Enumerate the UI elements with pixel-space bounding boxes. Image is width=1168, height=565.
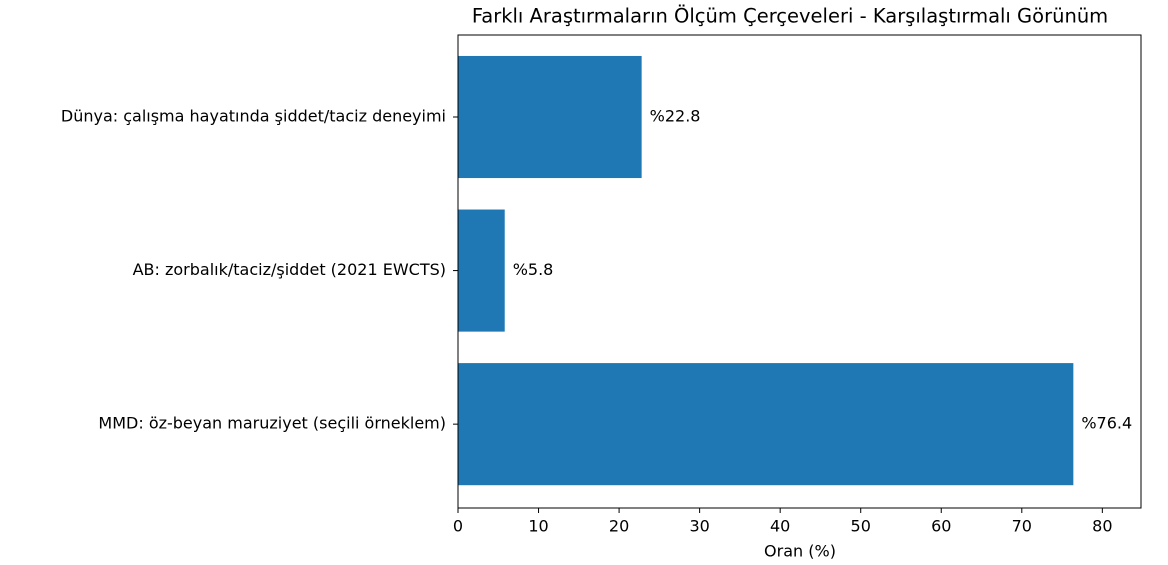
x-tick-label: 40 — [770, 517, 790, 536]
x-tick-label: 60 — [931, 517, 951, 536]
value-label: %5.8 — [513, 260, 554, 279]
bar — [458, 363, 1074, 486]
bar — [458, 55, 642, 179]
value-label: %76.4 — [1081, 414, 1132, 433]
x-tick-label: 80 — [1092, 517, 1112, 536]
x-tick-label: 30 — [689, 517, 709, 536]
x-tick-label: 10 — [528, 517, 548, 536]
y-tick-label: MMD: öz-beyan maruziyet (seçili örneklem… — [98, 414, 446, 433]
y-tick-label: Dünya: çalışma hayatında şiddet/taciz de… — [61, 107, 446, 126]
x-tick-label: 20 — [609, 517, 629, 536]
plot-frame — [457, 34, 1142, 509]
y-tick-label: AB: zorbalık/taciz/şiddet (2021 EWCTS) — [133, 260, 446, 279]
x-tick-label: 0 — [453, 517, 463, 536]
bar — [458, 209, 505, 332]
x-tick-label: 70 — [1012, 517, 1032, 536]
x-axis-label: Oran (%) — [764, 542, 836, 561]
x-tick-label: 50 — [851, 517, 871, 536]
chart-title: Farklı Araştırmaların Ölçüm Çerçeveleri … — [472, 5, 1108, 28]
value-label: %22.8 — [650, 107, 701, 126]
